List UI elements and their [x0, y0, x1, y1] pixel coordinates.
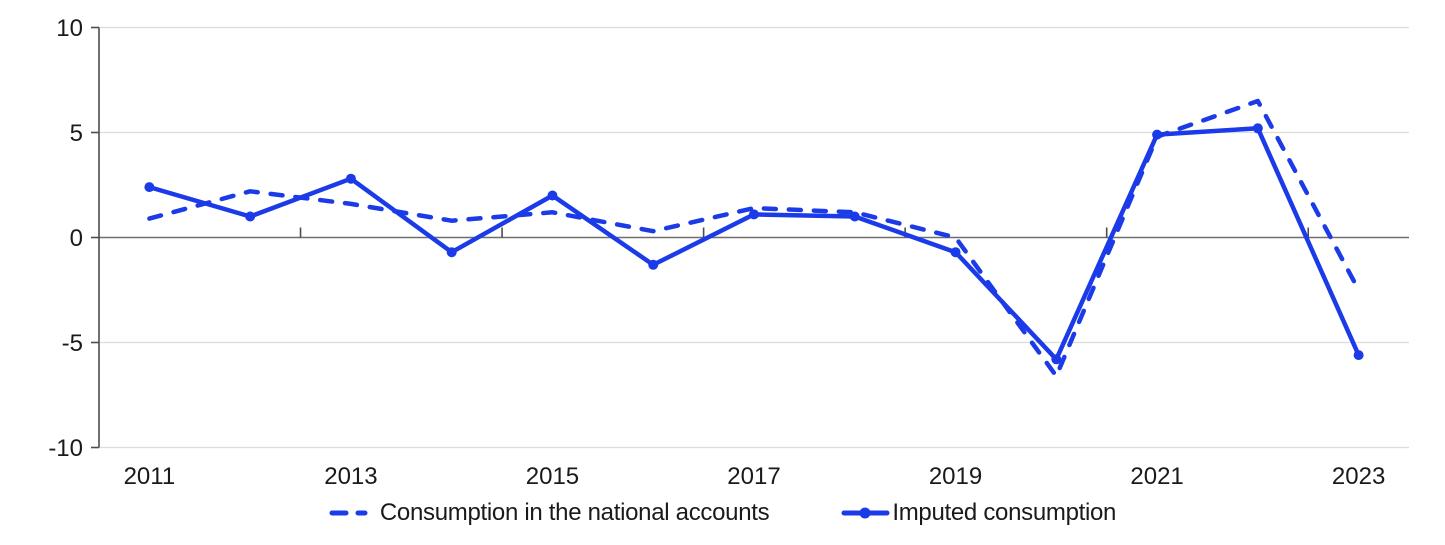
line-chart-plot: 10 5 0 -5 -10 2011 2013 2015 2017 2019 2021 2023 [48, 15, 1409, 490]
x-axis-label: 2023 [1332, 463, 1385, 490]
series-marker-dot [345, 173, 356, 184]
solid-line-dot-legend-marker [841, 507, 890, 519]
series-marker-dot [1353, 350, 1364, 361]
y-axis-label: -5 [62, 330, 83, 357]
series-marker-dot [1252, 123, 1263, 134]
x-axis-label: 2011 [124, 463, 176, 490]
series-marker-dot [1051, 354, 1062, 365]
x-axis-label: 2019 [929, 463, 982, 490]
series-marker-dot [245, 211, 256, 222]
series-line-solid [147, 126, 1361, 362]
legend-item-imputed-consumption: Imputed consumption [841, 499, 1116, 527]
y-axis-label: -10 [48, 435, 83, 462]
chart-legend: Consumption in the national accounts Imp… [0, 499, 1445, 527]
dashed-line-legend-marker [329, 510, 378, 516]
series-marker-dot [1152, 129, 1163, 140]
legend-label-imputed-consumption: Imputed consumption [892, 499, 1117, 526]
y-axis-label: 5 [70, 120, 83, 147]
series-marker-dot [749, 209, 759, 220]
series-marker-dot [446, 247, 457, 258]
x-axis-label: 2017 [727, 463, 780, 490]
y-axis-label: 10 [56, 15, 83, 42]
x-axis-label: 2013 [324, 463, 377, 490]
legend-item-national-accounts: Consumption in the national accounts [329, 499, 770, 527]
y-axis-label: 0 [70, 225, 83, 252]
series-marker-dot [547, 190, 558, 201]
legend-label-national-accounts: Consumption in the national accounts [379, 499, 770, 526]
x-axis-label: 2021 [1130, 463, 1183, 490]
series-marker-dot [648, 259, 659, 270]
series-line-dashed [147, 98, 1361, 379]
series-marker-dot [849, 211, 860, 222]
x-axis-label: 2015 [526, 463, 579, 490]
series-marker-dot [144, 182, 155, 193]
series-marker-dot [950, 247, 961, 258]
